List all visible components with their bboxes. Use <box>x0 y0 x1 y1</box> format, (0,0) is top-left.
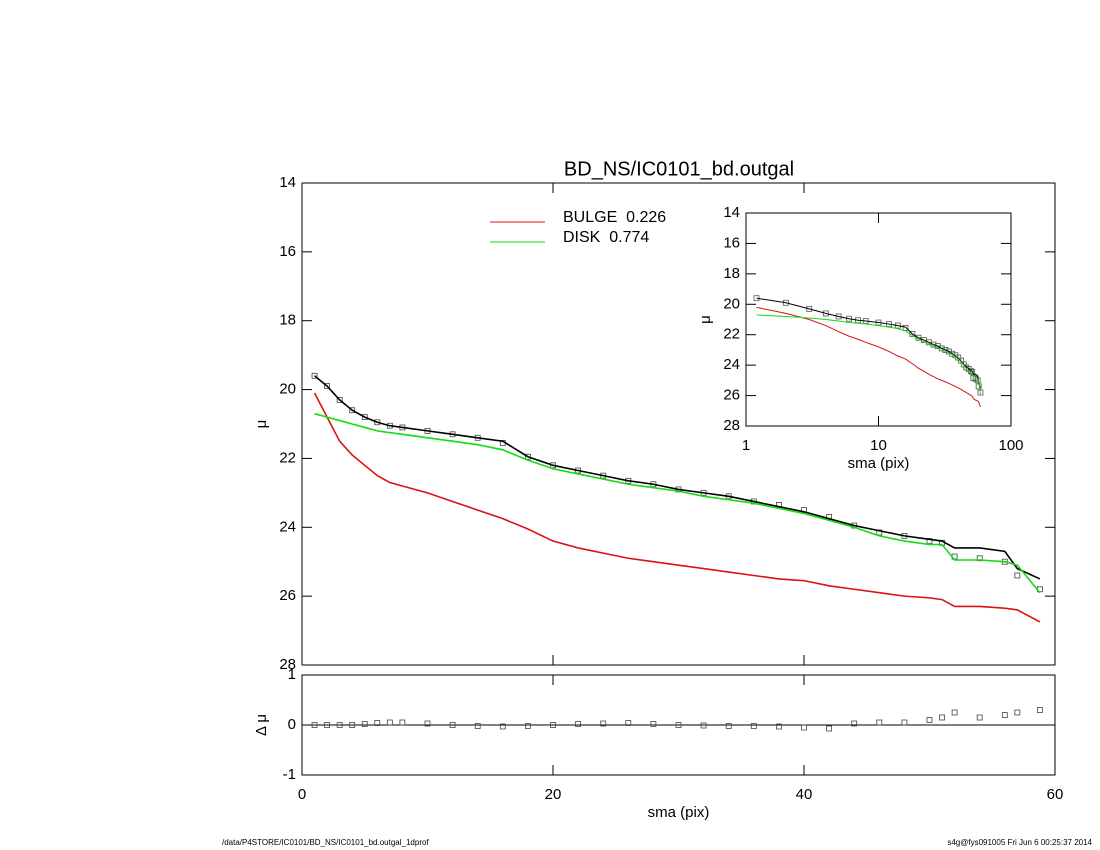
y-tick-label: -1 <box>283 766 296 783</box>
data-point <box>851 720 858 727</box>
model-line <box>756 297 981 389</box>
y-tick-label: 16 <box>279 243 296 260</box>
data-point <box>1014 709 1021 716</box>
data-point <box>374 720 381 726</box>
data-point <box>600 720 607 727</box>
data-point <box>474 723 481 729</box>
x-axis-label: sma (pix) <box>648 804 710 821</box>
data-point <box>725 723 732 729</box>
data-point <box>822 310 829 317</box>
y-tick-label: 24 <box>723 356 740 373</box>
x-tick-label: 40 <box>796 786 813 803</box>
x-axis-label: sma (pix) <box>848 455 910 472</box>
data-point <box>876 719 883 726</box>
data-point <box>349 722 356 728</box>
y-tick-label: 22 <box>723 326 740 343</box>
data-point <box>525 453 531 460</box>
data-point <box>901 719 908 726</box>
y-tick-label: 0 <box>288 716 296 733</box>
y-tick-label: 1 <box>288 666 296 683</box>
data-point <box>902 324 909 331</box>
legend-label: BULGE 0.226 <box>563 209 666 226</box>
data-point <box>976 714 983 721</box>
data-point <box>776 723 782 730</box>
data-point <box>650 721 657 727</box>
y-tick-label: 18 <box>723 265 740 282</box>
model-line <box>756 314 981 395</box>
y-tick-label: 28 <box>279 656 296 673</box>
plot-frame <box>301 182 1056 666</box>
x-tick-label: 60 <box>1047 786 1064 803</box>
data-point <box>926 717 933 723</box>
y-tick-label: 18 <box>279 312 296 329</box>
data-point <box>939 714 945 721</box>
data-point <box>336 396 343 403</box>
data-point <box>1001 712 1008 718</box>
data-point <box>575 721 581 727</box>
data-point <box>700 722 707 729</box>
y-tick-label: 28 <box>723 417 740 434</box>
data-point <box>750 723 757 729</box>
data-point <box>386 719 393 726</box>
x-tick-label: 0 <box>298 786 306 803</box>
data-point <box>311 372 318 379</box>
data-point <box>826 725 832 732</box>
data-point <box>550 722 556 728</box>
x-tick-label: 100 <box>998 437 1023 454</box>
y-tick-label: 20 <box>279 381 296 398</box>
model-line <box>313 392 1041 623</box>
chart-title: BD_NS/IC0101_bd.outgal <box>564 158 794 180</box>
data-point <box>625 720 632 726</box>
x-tick-label: 10 <box>870 437 887 454</box>
x-tick-label: 1 <box>742 437 750 454</box>
model-line <box>756 306 981 408</box>
data-point <box>324 722 331 728</box>
y-tick-label: 22 <box>279 449 296 466</box>
data-point <box>835 313 842 320</box>
data-point <box>951 709 958 716</box>
data-point <box>499 723 506 730</box>
y-tick-label: 16 <box>723 234 740 251</box>
data-point <box>977 389 984 396</box>
y-axis-label: μ <box>253 420 270 429</box>
data-point <box>324 383 331 390</box>
footer-left: /data/P4STORE/IC0101/BD_NS/IC0101_bd.out… <box>222 838 429 847</box>
data-point <box>361 414 368 421</box>
y-tick-label: 14 <box>723 204 740 221</box>
y-tick-label: 20 <box>723 295 740 312</box>
data-point <box>801 724 807 731</box>
model-line <box>314 412 1041 594</box>
y-tick-label: 26 <box>723 387 740 404</box>
data-point <box>1014 572 1021 579</box>
data-point <box>399 719 406 726</box>
data-point <box>424 720 431 727</box>
data-point <box>361 721 368 727</box>
y-axis-label: μ <box>697 315 714 324</box>
data-point <box>311 722 318 728</box>
data-point <box>349 407 356 414</box>
model-line <box>314 375 1041 580</box>
y-axis-label: Δ μ <box>253 714 270 736</box>
y-tick-label: 26 <box>279 587 296 604</box>
data-point <box>1037 707 1043 713</box>
data-point <box>449 722 456 728</box>
data-point <box>806 305 813 312</box>
footer-right: s4g@fys091005 Fri Jun 6 00:25:37 2014 <box>947 838 1092 847</box>
y-tick-label: 24 <box>279 518 296 535</box>
x-tick-label: 20 <box>545 786 562 803</box>
data-point <box>336 722 343 728</box>
y-tick-label: 14 <box>279 174 296 191</box>
data-point <box>525 723 531 729</box>
data-point <box>675 722 682 728</box>
legend-label: DISK 0.774 <box>563 229 649 246</box>
